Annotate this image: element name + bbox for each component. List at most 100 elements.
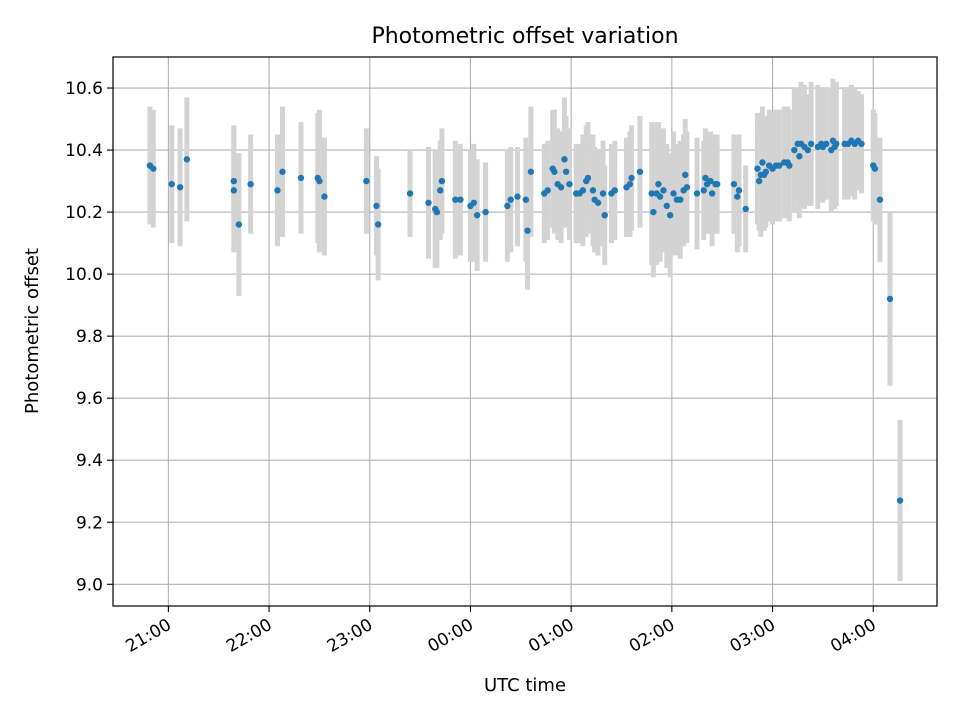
data-point — [833, 140, 840, 148]
y-tick-label: 9.0 — [76, 575, 103, 595]
data-point — [321, 193, 328, 200]
y-axis-label: Photometric offset — [22, 248, 43, 414]
data-point — [796, 153, 803, 160]
data-point — [759, 159, 766, 166]
data-point — [437, 187, 444, 194]
x-axis-label: UTC time — [484, 675, 566, 696]
data-point — [700, 187, 707, 194]
data-point — [544, 187, 551, 194]
data-point — [754, 165, 761, 172]
data-point — [636, 168, 644, 175]
y-tick-label: 9.6 — [76, 389, 103, 409]
data-point — [438, 177, 446, 185]
data-points — [146, 137, 904, 504]
data-point — [666, 211, 674, 219]
data-point — [896, 497, 904, 504]
data-point — [693, 190, 701, 197]
data-point — [755, 177, 763, 185]
data-point — [660, 187, 667, 194]
data-point — [650, 208, 657, 216]
y-tick-label: 10.6 — [65, 79, 103, 99]
data-point — [230, 187, 238, 194]
data-point — [557, 184, 565, 191]
data-point — [527, 168, 535, 175]
data-point — [561, 156, 568, 163]
data-point — [470, 199, 478, 206]
data-point — [504, 202, 511, 210]
data-point — [279, 168, 286, 175]
data-point — [708, 190, 716, 197]
data-point — [670, 190, 677, 197]
data-point — [762, 168, 770, 175]
data-point — [599, 190, 607, 197]
data-point — [871, 165, 879, 172]
data-point — [786, 162, 793, 169]
data-point — [655, 180, 662, 188]
data-point — [452, 196, 459, 203]
data-point — [425, 199, 432, 206]
data-point — [566, 180, 573, 188]
data-point — [791, 146, 798, 154]
data-point — [297, 174, 305, 182]
plot-frame — [112, 56, 938, 607]
data-point — [579, 187, 587, 194]
data-point — [562, 168, 570, 175]
data-point — [876, 196, 884, 203]
data-point — [584, 174, 592, 182]
data-point — [601, 211, 608, 219]
data-point — [656, 193, 664, 200]
data-point — [247, 180, 254, 188]
data-point — [683, 184, 691, 191]
data-point — [682, 171, 689, 179]
data-point — [176, 184, 184, 191]
data-point — [713, 180, 721, 188]
chart-title: Photometric offset variation — [371, 24, 678, 49]
data-point — [482, 208, 489, 216]
data-point — [594, 199, 602, 206]
data-point — [886, 295, 894, 303]
data-point — [522, 196, 530, 203]
data-point — [514, 193, 521, 200]
data-point — [274, 187, 281, 194]
data-point — [150, 165, 157, 172]
y-tick-label: 9.2 — [76, 513, 103, 533]
data-point — [707, 177, 714, 185]
data-point — [473, 211, 481, 219]
data-point — [663, 202, 671, 210]
y-axis-ticks: 9.0 9.2 9.4 9.6 9.8 10.0 10.2 10.4 10.6 — [65, 79, 113, 595]
data-point — [433, 208, 441, 216]
data-point — [183, 156, 191, 163]
data-point — [742, 205, 749, 213]
data-point — [374, 221, 382, 228]
data-point — [507, 196, 514, 203]
data-point — [316, 177, 323, 185]
data-point — [235, 221, 243, 228]
data-point — [702, 174, 709, 182]
data-point — [858, 140, 865, 148]
data-point — [551, 168, 558, 175]
data-point — [628, 174, 635, 182]
data-point — [823, 140, 830, 148]
data-point — [648, 190, 655, 197]
data-point — [230, 177, 238, 185]
data-point — [677, 196, 684, 203]
y-tick-label: 9.4 — [76, 451, 103, 471]
data-point — [730, 180, 738, 188]
data-point — [524, 227, 531, 234]
y-tick-label: 10.4 — [65, 141, 103, 161]
data-point — [626, 180, 634, 188]
data-point — [804, 146, 811, 154]
y-tick-label: 10.2 — [65, 203, 103, 223]
data-point — [406, 190, 414, 197]
data-point — [776, 162, 783, 169]
data-point — [807, 140, 815, 148]
data-point — [168, 180, 175, 188]
data-point — [373, 202, 380, 210]
y-tick-label: 9.8 — [76, 327, 103, 347]
y-tick-label: 10.0 — [65, 265, 103, 285]
data-point — [589, 187, 597, 194]
data-point — [611, 187, 618, 194]
data-point — [457, 196, 464, 203]
data-point — [734, 193, 741, 200]
